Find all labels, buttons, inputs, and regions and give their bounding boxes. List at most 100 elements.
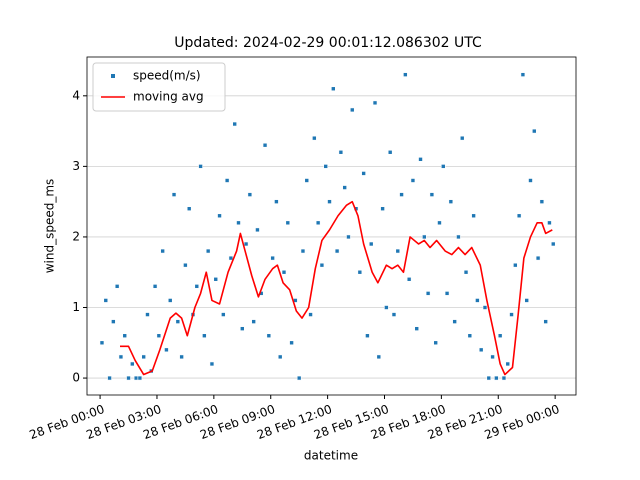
legend-box <box>92 62 226 112</box>
scatter-point <box>463 269 469 275</box>
scatter-point <box>126 375 131 381</box>
scatter-point <box>300 248 306 254</box>
scatter-point <box>152 284 158 289</box>
scatter-point <box>118 354 124 360</box>
legend-marker <box>111 74 115 78</box>
scatter-point <box>103 298 109 303</box>
scatter-point <box>202 333 207 339</box>
x-axis-label: datetime <box>304 449 358 463</box>
scatter-point <box>164 347 169 353</box>
scatter-point <box>160 248 165 254</box>
scatter-point <box>270 255 275 261</box>
scatter-point <box>194 284 200 289</box>
scatter-point <box>387 149 393 155</box>
scatter-point <box>497 333 503 339</box>
legend-label: speed(m/s) <box>133 69 201 83</box>
scatter-point <box>304 178 310 183</box>
plot-frame <box>86 56 577 396</box>
scatter-point <box>547 220 552 226</box>
scatter-point <box>251 319 256 324</box>
scatter-point <box>440 164 446 169</box>
scatter-point <box>99 340 105 346</box>
scatter-point <box>486 375 492 381</box>
scatter-point <box>513 262 518 268</box>
scatter-point <box>437 220 442 226</box>
scatter-point <box>312 135 317 141</box>
scatter-point <box>543 319 548 324</box>
scatter-point <box>281 269 287 275</box>
scatter-point <box>239 326 245 331</box>
scatter-point <box>217 213 222 219</box>
scatter-point <box>475 298 480 303</box>
scatter-point <box>399 192 404 197</box>
y-tick-label: 4 <box>72 88 80 102</box>
scatter-point <box>361 171 366 176</box>
scatter-point <box>285 220 291 226</box>
scatter-point <box>376 354 382 360</box>
y-tick-label: 3 <box>72 159 80 173</box>
scatter-point <box>346 234 351 240</box>
scatter-point <box>433 340 438 346</box>
y-tick-label: 0 <box>72 371 80 385</box>
scatter-point <box>209 361 215 367</box>
scatter-point <box>323 164 329 169</box>
scatter-point <box>422 234 427 240</box>
scatter-point <box>137 375 143 381</box>
scatter-point <box>266 333 272 339</box>
scatter-point <box>262 142 268 148</box>
scatter-point <box>145 312 150 317</box>
scatter-point <box>228 255 234 261</box>
scatter-point <box>384 305 389 310</box>
scatter-point <box>425 291 431 296</box>
y-tick-label: 1 <box>72 300 80 314</box>
scatter-point <box>198 164 203 169</box>
scatter-point <box>114 284 120 289</box>
scatter-point <box>334 248 340 254</box>
scatter-point <box>205 248 211 254</box>
scatter-point <box>395 248 401 254</box>
scatter-point <box>111 319 116 324</box>
scatter-point <box>289 340 294 346</box>
scatter-point <box>444 291 450 296</box>
scatter-point <box>236 220 241 226</box>
y-tick-label: 2 <box>72 229 80 243</box>
scatter-point <box>410 178 416 183</box>
scatter-point <box>122 333 128 339</box>
scatter-point <box>448 199 454 204</box>
scatter-point <box>403 72 408 77</box>
scatter-point <box>243 241 249 247</box>
chart-title: Updated: 2024-02-29 00:01:12.086302 UTC <box>174 35 482 51</box>
scatter-point <box>338 149 344 155</box>
scatter-point <box>414 326 420 331</box>
scatter-point <box>368 241 374 247</box>
scatter-point <box>274 199 279 204</box>
scatter-point <box>277 354 283 360</box>
scatter-point <box>528 178 533 183</box>
line-series <box>119 200 553 376</box>
scatter-point <box>380 206 385 212</box>
scatter-point <box>550 241 556 247</box>
scatter-point <box>365 333 370 339</box>
scatter-point <box>539 199 545 204</box>
scatter-point <box>509 312 514 317</box>
scatter-point <box>494 375 499 381</box>
scatter-point <box>524 298 530 303</box>
scatter-point <box>471 213 476 219</box>
scatter-point <box>429 192 435 197</box>
y-axis-label: wind_speed_ms <box>43 179 57 274</box>
scatter-point <box>418 157 423 162</box>
scatter-point <box>391 312 397 317</box>
scatter-point <box>327 199 332 204</box>
scatter-point <box>467 333 473 339</box>
scatter-point <box>319 262 325 268</box>
scatter-point <box>342 185 347 190</box>
scatter-point <box>255 227 260 233</box>
scatter-point <box>133 375 139 381</box>
scatter-point <box>156 333 162 339</box>
scatter-point <box>213 276 219 282</box>
scatter-point <box>372 100 378 106</box>
scatter-point <box>224 178 230 183</box>
scatter-point <box>183 262 188 268</box>
scatter-point <box>501 375 507 381</box>
scatter-point <box>221 312 226 317</box>
